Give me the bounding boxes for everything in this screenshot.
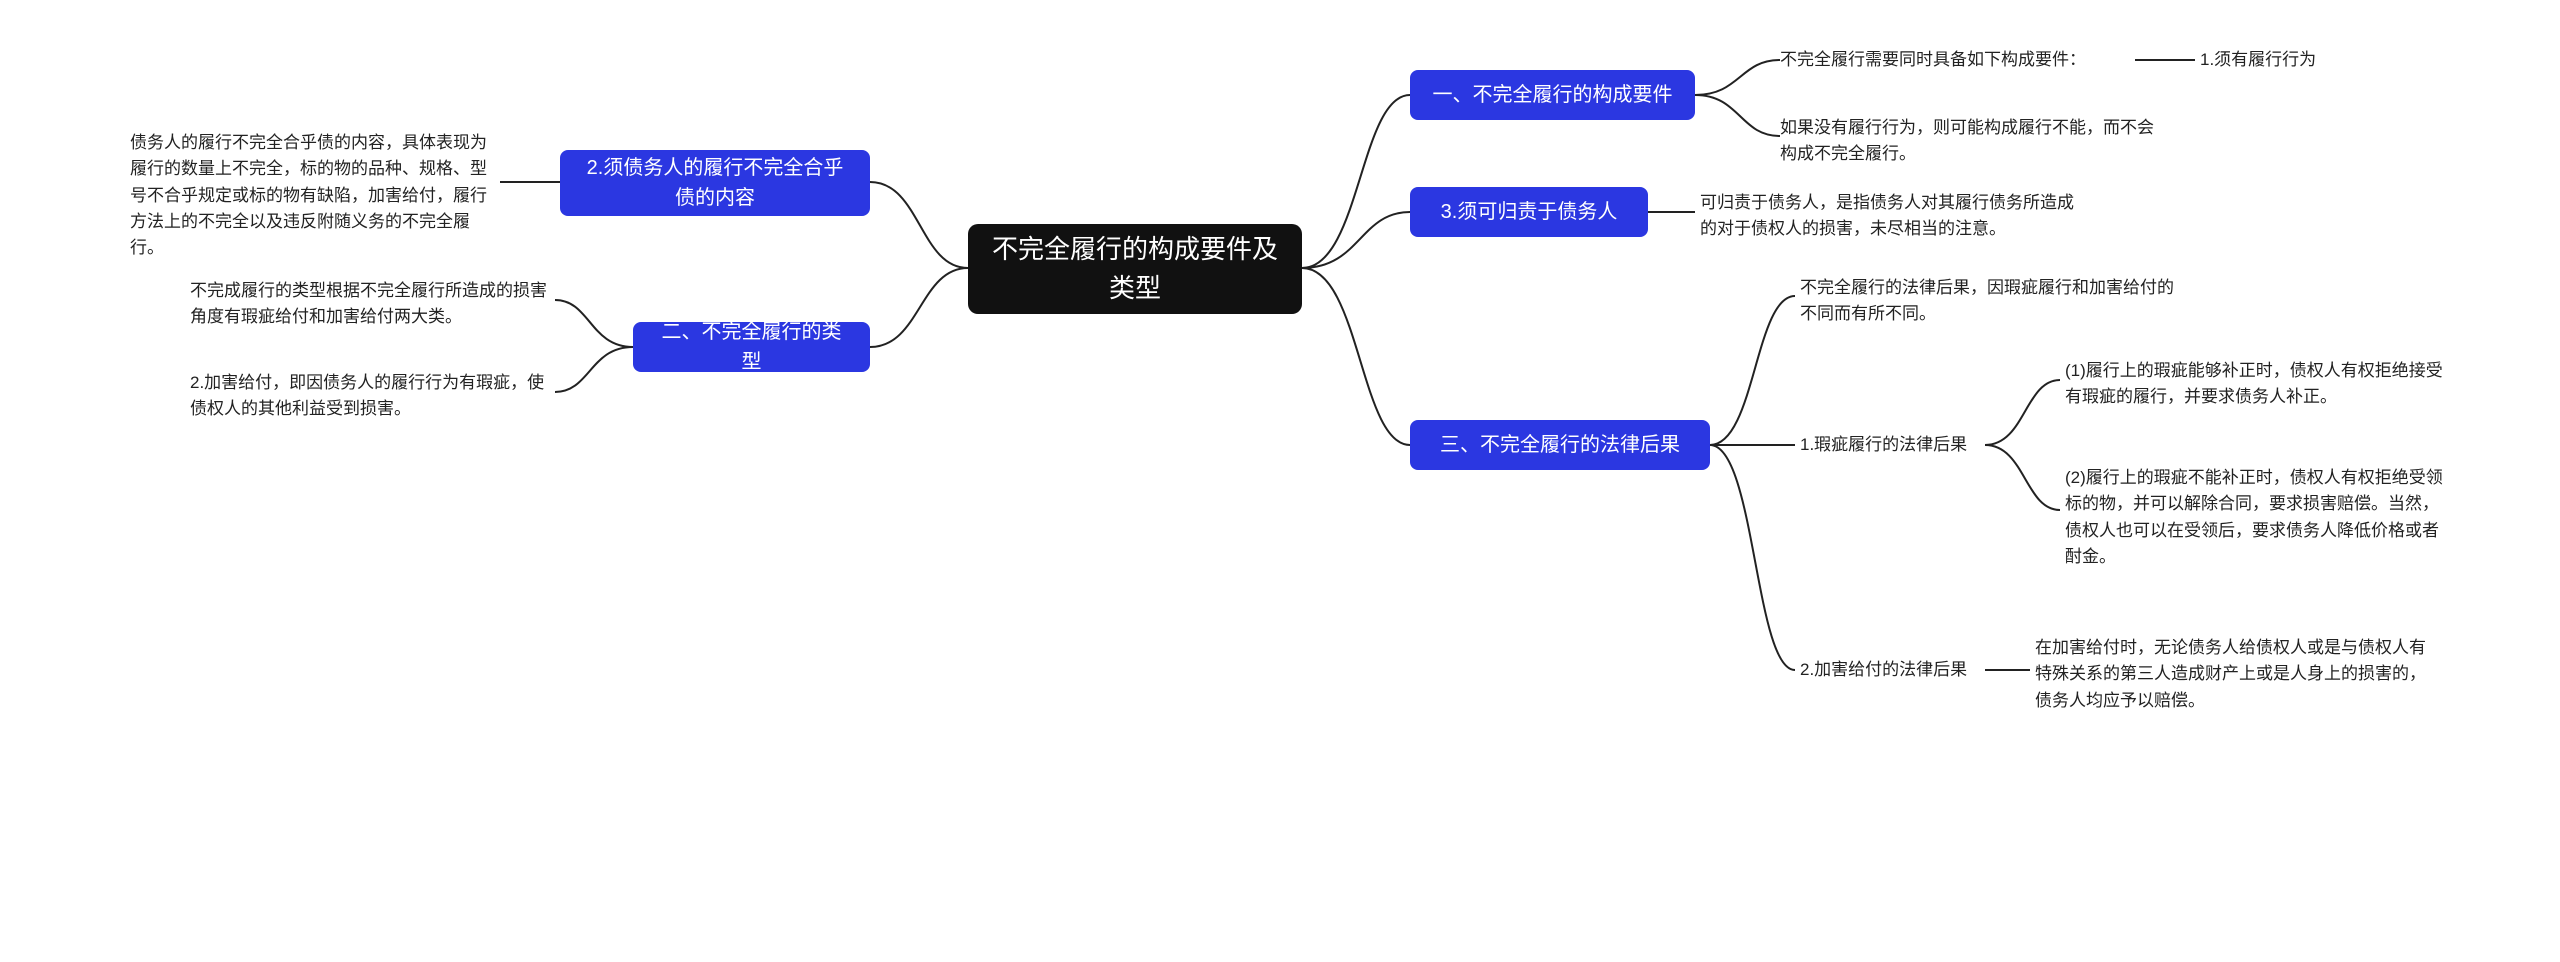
sub-r3-2: 1.瑕疵履行的法律后果 bbox=[1800, 432, 1990, 458]
leaf-r3-2a: (1)履行上的瑕疵能够补正时，债权人有权拒绝接受有瑕疵的履行，并要求债务人补正。 bbox=[2065, 358, 2445, 411]
branch-left-b: 二、不完全履行的类型 bbox=[633, 322, 870, 372]
branch-right-3: 三、不完全履行的法律后果 bbox=[1410, 420, 1710, 470]
branch-right-1: 一、不完全履行的构成要件 bbox=[1410, 70, 1695, 120]
leaf-left-a: 债务人的履行不完全合乎债的内容，具体表现为履行的数量上不完全，标的物的品种、规格… bbox=[130, 130, 500, 262]
leaf-r1a: 不完全履行需要同时具备如下构成要件： bbox=[1780, 47, 2140, 73]
leaf-r2: 可归责于债务人，是指债务人对其履行债务所造成的对于债权人的损害，未尽相当的注意。 bbox=[1700, 190, 2080, 243]
root-node: 不完全履行的构成要件及 类型 bbox=[968, 224, 1302, 314]
sub-r3-3: 2.加害给付的法律后果 bbox=[1800, 657, 1990, 683]
leaf-r3-3: 在加害给付时，无论债务人给债权人或是与债权人有特殊关系的第三人造成财产上或是人身… bbox=[2035, 635, 2430, 714]
leaf-left-b1: 不完成履行的类型根据不完全履行所造成的损害角度有瑕疵给付和加害给付两大类。 bbox=[190, 278, 555, 331]
leaf-r1c: 如果没有履行行为，则可能构成履行不能，而不会构成不完全履行。 bbox=[1780, 115, 2160, 168]
leaf-r3-1: 不完全履行的法律后果，因瑕疵履行和加害给付的不同而有所不同。 bbox=[1800, 275, 2180, 328]
leaf-r3-2b: (2)履行上的瑕疵不能补正时，债权人有权拒绝受领标的物，并可以解除合同，要求损害… bbox=[2065, 465, 2445, 570]
branch-right-2: 3.须可归责于债务人 bbox=[1410, 187, 1648, 237]
leaf-left-b2: 2.加害给付，即因债务人的履行行为有瑕疵，使债权人的其他利益受到损害。 bbox=[190, 370, 555, 423]
leaf-r1b: 1.须有履行行为 bbox=[2200, 47, 2360, 73]
branch-left-a: 2.须债务人的履行不完全合乎债的内容 bbox=[560, 150, 870, 216]
